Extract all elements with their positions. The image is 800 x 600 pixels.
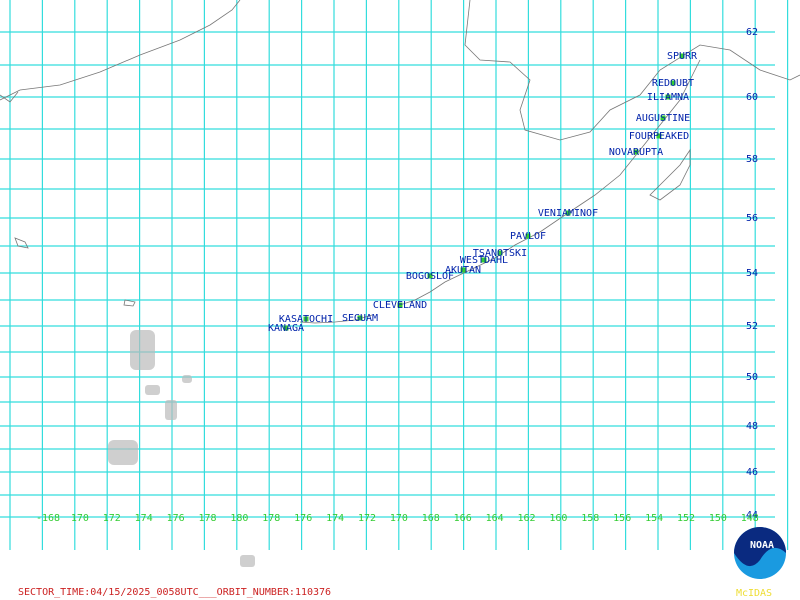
volcano-label: SPURR bbox=[667, 51, 698, 62]
longitude-label: -168 bbox=[36, 513, 60, 524]
volcano-marker bbox=[525, 233, 531, 239]
longitude-label: 174 bbox=[326, 513, 344, 524]
latitude-label: 58 bbox=[746, 154, 758, 165]
volcano-marker bbox=[633, 149, 639, 155]
longitude-label: 154 bbox=[645, 513, 663, 524]
latitude-label: 54 bbox=[746, 268, 758, 279]
volcano-marker bbox=[679, 53, 685, 59]
longitude-label: 166 bbox=[454, 513, 472, 524]
volcano-label: SEGUAM bbox=[342, 313, 378, 324]
volcano-marker bbox=[656, 133, 662, 139]
longitude-label: 150 bbox=[709, 513, 727, 524]
logo-top bbox=[734, 527, 786, 567]
longitude-label: 152 bbox=[677, 513, 695, 524]
longitude-label: 176 bbox=[167, 513, 185, 524]
volcano-label: CLEVELAND bbox=[373, 300, 427, 311]
volcano-marker bbox=[497, 250, 503, 256]
volcano-marker bbox=[665, 94, 671, 100]
longitude-label: 162 bbox=[517, 513, 535, 524]
volcano-marker bbox=[427, 273, 433, 279]
volcano-label: AUGUSTINE bbox=[636, 113, 690, 124]
footer: SECTOR_TIME:04/15/2025_0058UTC___ORBIT_N… bbox=[18, 587, 331, 598]
volcano-marker bbox=[357, 315, 363, 321]
volcano-marker bbox=[303, 316, 309, 322]
logo-name: NOAA bbox=[750, 540, 774, 551]
longitude-label: 172 bbox=[103, 513, 121, 524]
latitude-label: 60 bbox=[746, 92, 758, 103]
volcano-label: PAVLOF bbox=[510, 231, 546, 242]
longitude-label: 172 bbox=[358, 513, 376, 524]
volcano-label: KASATOCHI bbox=[279, 314, 333, 325]
labels: 62 60 58 56 54 52 50 48 46 44 -168 170 172 174 176 178 1… bbox=[36, 27, 759, 524]
volcano-label: VENIAMINOF bbox=[538, 208, 598, 219]
latitude-label: 56 bbox=[746, 213, 758, 224]
volcano-label: NOVARUPTA bbox=[609, 147, 663, 158]
latitude-label: 50 bbox=[746, 372, 758, 383]
latitude-label: 46 bbox=[746, 467, 758, 478]
latitude-label: 62 bbox=[746, 27, 758, 38]
volcano-label: BOGOSLOF bbox=[406, 271, 454, 282]
volcano-marker bbox=[397, 302, 403, 308]
volcano-marker bbox=[283, 325, 289, 331]
longitude-label: 168 bbox=[422, 513, 440, 524]
volcano-label: FOURPEAKED bbox=[629, 131, 689, 142]
longitude-label: 170 bbox=[71, 513, 89, 524]
volcano-marker bbox=[460, 267, 466, 273]
volcano-label: AKUTAN bbox=[445, 265, 481, 276]
noaa-logo: NOAA McIDAS bbox=[734, 527, 786, 599]
volcano-marker bbox=[481, 257, 487, 263]
longitude-label: 160 bbox=[549, 513, 567, 524]
volcano-label: TSANOTSKI bbox=[473, 248, 527, 259]
longitude-label: 180 bbox=[230, 513, 248, 524]
longitude-label: 158 bbox=[581, 513, 599, 524]
volcano-marker bbox=[660, 115, 666, 121]
latitude-label: 52 bbox=[746, 321, 758, 332]
volcano-label: KANAGA bbox=[268, 323, 304, 334]
volcano-label: ILIAMNA bbox=[647, 92, 689, 103]
longitude-label: 156 bbox=[613, 513, 631, 524]
volcano-label: WESTDAHL bbox=[460, 255, 508, 266]
cloud-patches bbox=[108, 330, 255, 567]
volcano-marker bbox=[565, 210, 571, 216]
longitude-label: 148 bbox=[741, 513, 759, 524]
longitude-label: 174 bbox=[135, 513, 153, 524]
latitude-label: 48 bbox=[746, 421, 758, 432]
longitude-label: 164 bbox=[486, 513, 504, 524]
longitude-label: 178 bbox=[198, 513, 216, 524]
latitude-label: 44 bbox=[746, 510, 758, 521]
volcano-label: REDOUBT bbox=[652, 78, 694, 89]
logo-caption: McIDAS bbox=[736, 588, 772, 599]
coastline bbox=[0, 0, 800, 324]
volcano-marker bbox=[670, 80, 676, 86]
longitude-label: 178 bbox=[262, 513, 280, 524]
longitude-label: 170 bbox=[390, 513, 408, 524]
grid bbox=[0, 0, 789, 550]
longitude-label: 176 bbox=[294, 513, 312, 524]
